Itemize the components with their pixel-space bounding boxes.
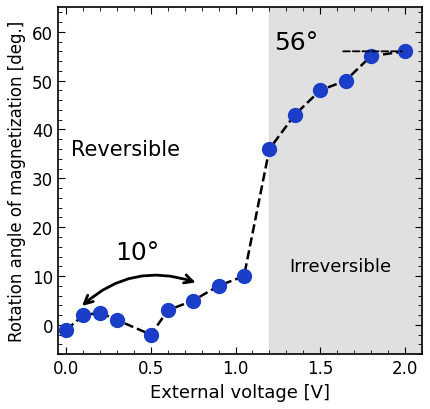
Point — [63, 327, 70, 333]
Point — [190, 297, 197, 304]
Point — [368, 54, 375, 60]
Point — [240, 273, 247, 280]
Point — [80, 312, 87, 319]
Point — [164, 307, 171, 314]
Point — [317, 88, 324, 94]
Text: 10°: 10° — [115, 240, 160, 264]
Point — [342, 78, 349, 85]
Point — [401, 49, 408, 56]
Text: Irreversible: Irreversible — [289, 258, 391, 276]
Point — [114, 317, 120, 324]
Text: Reversible: Reversible — [71, 140, 180, 160]
Point — [266, 146, 273, 153]
Point — [147, 332, 154, 338]
Point — [291, 112, 298, 119]
X-axis label: External voltage [V]: External voltage [V] — [150, 383, 330, 401]
Point — [97, 310, 104, 316]
Point — [215, 283, 222, 290]
Bar — [269, 8, 422, 354]
Y-axis label: Rotation angle of magnetization [deg.]: Rotation angle of magnetization [deg.] — [8, 21, 26, 342]
Text: 56°: 56° — [274, 30, 319, 54]
